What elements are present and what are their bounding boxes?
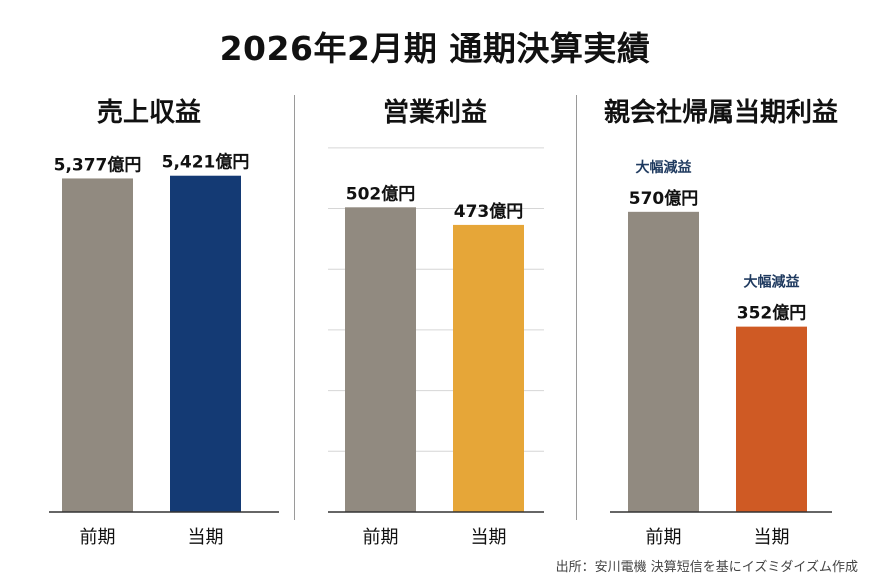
net-profit-value-label-prior: 570億円 xyxy=(629,188,699,209)
revenue-category-label-current: 当期 xyxy=(188,527,224,548)
operating-profit-value-label-prior: 502億円 xyxy=(346,183,416,204)
revenue-bar-prior xyxy=(62,178,133,512)
net-profit-bar-prior xyxy=(628,211,699,512)
net-profit-annotation-current: 大幅減益 xyxy=(744,274,800,291)
revenue-value-label-prior: 5,377億円 xyxy=(54,154,142,175)
operating-profit-category-label-prior: 前期 xyxy=(363,527,399,548)
net-profit-annotation-prior: 大幅減益 xyxy=(636,159,692,176)
net-profit-category-label-prior: 前期 xyxy=(646,527,682,548)
operating-profit-category-label-current: 当期 xyxy=(471,527,507,548)
revenue-category-label-prior: 前期 xyxy=(80,527,116,548)
panel-divider-1 xyxy=(294,95,295,520)
net-profit-panel: 親会社帰属当期利益 570億円 大幅減益 前期 352億円 大幅減益 当期 xyxy=(582,88,860,558)
source-note: 出所：安川電機 決算短信を基にイズミダイズム作成 xyxy=(555,560,858,575)
page-title: 2026年2月期 通期決算実績 xyxy=(219,29,651,68)
net-profit-value-label-current: 352億円 xyxy=(737,303,807,324)
operating-profit-value-label-current: 473億円 xyxy=(454,201,524,222)
revenue-chart-title: 売上収益 xyxy=(96,98,201,128)
operating-profit-panel: 営業利益 502億円前期 473億円当期 xyxy=(300,88,570,558)
net-profit-bar-current xyxy=(736,326,807,512)
revenue-bar-current xyxy=(170,175,241,512)
operating-profit-chart-title: 営業利益 xyxy=(382,98,487,128)
operating-profit-bar-prior xyxy=(345,207,416,513)
operating-profit-bar-current xyxy=(453,224,524,513)
revenue-value-label-current: 5,421億円 xyxy=(162,152,250,173)
panel-divider-2 xyxy=(576,95,577,520)
net-profit-chart-title: 親会社帰属当期利益 xyxy=(603,98,838,128)
revenue-panel: 売上収益 5,377億円 前期 5,421億円 当期 xyxy=(14,88,284,558)
net-profit-category-label-current: 当期 xyxy=(754,527,790,548)
